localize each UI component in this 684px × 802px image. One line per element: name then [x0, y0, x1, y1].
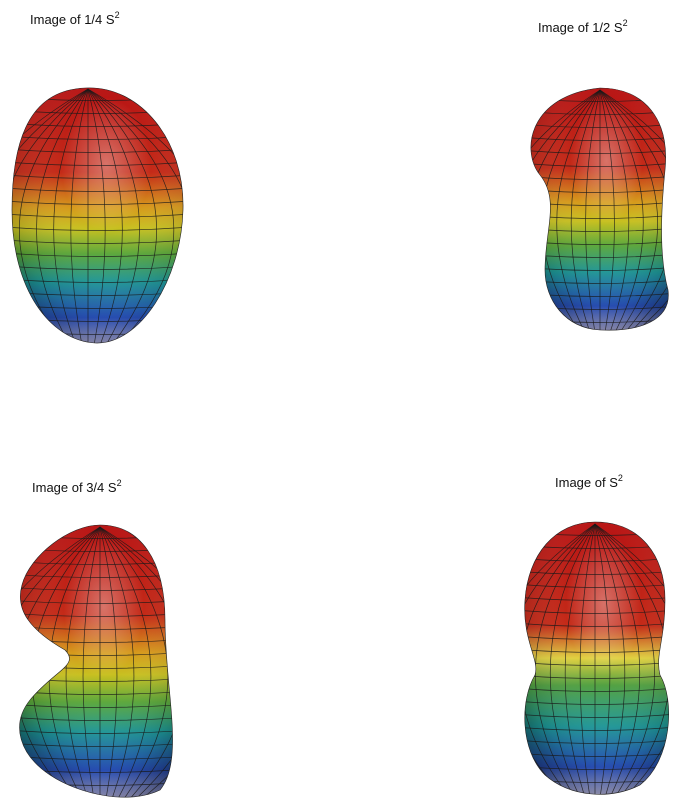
mesh-line — [585, 89, 601, 331]
mesh-line — [599, 89, 669, 331]
mesh-line — [599, 89, 669, 331]
mesh-line — [87, 88, 106, 344]
mesh-line — [594, 523, 669, 795]
mesh-line — [524, 648, 669, 653]
mesh — [524, 523, 669, 795]
mesh-line — [87, 88, 158, 344]
mesh-line — [12, 148, 184, 153]
mesh-line — [53, 88, 89, 344]
mesh-line — [99, 526, 173, 798]
mesh-line — [530, 162, 669, 167]
mesh-line — [524, 635, 669, 640]
mesh-line — [524, 609, 669, 614]
mesh-line — [87, 88, 140, 344]
mesh-line — [19, 703, 173, 708]
mesh-line — [594, 523, 626, 795]
mesh-line — [524, 687, 669, 692]
mesh-line — [99, 526, 118, 798]
mesh-line — [82, 526, 101, 798]
mesh-line — [535, 523, 596, 795]
panel-title: Image of 1/2 S2 — [538, 18, 628, 35]
mesh-line — [524, 523, 596, 795]
mesh-line — [70, 88, 89, 344]
mesh-line — [556, 89, 601, 331]
mesh-line — [12, 200, 184, 205]
mesh-line — [530, 136, 669, 141]
mesh-line — [524, 583, 669, 588]
surface-shade — [530, 88, 669, 331]
panel-title: Image of 1/4 S2 — [30, 10, 120, 27]
mesh-line — [5, 344, 190, 348]
panel-title: Image of 3/4 S2 — [32, 478, 122, 495]
mesh-line — [594, 523, 669, 795]
surface — [524, 521, 669, 795]
mesh-line — [12, 239, 184, 244]
mesh-line — [599, 89, 615, 331]
mesh-line — [18, 88, 89, 344]
mesh-line — [87, 88, 174, 344]
mesh-line — [19, 742, 173, 747]
mesh-line — [12, 213, 184, 218]
mesh-line — [12, 252, 184, 257]
surface-outline — [19, 524, 173, 798]
mesh-line — [99, 526, 135, 798]
surface-outline — [530, 87, 669, 331]
mesh-line — [19, 794, 173, 798]
mesh-line — [524, 523, 596, 795]
surface — [5, 87, 190, 348]
mesh-line — [520, 332, 677, 336]
mesh-line — [599, 89, 630, 331]
panel-title: Image of S2 — [555, 473, 623, 490]
mesh-line — [599, 89, 669, 331]
mesh-line — [19, 526, 101, 798]
mesh-line — [594, 523, 641, 795]
surfaces — [5, 87, 677, 798]
mesh-line — [19, 729, 173, 734]
mesh-line — [524, 570, 669, 575]
mesh-line — [564, 523, 596, 795]
mesh-line — [524, 739, 669, 744]
mesh-line — [99, 526, 173, 798]
mesh-line — [12, 226, 184, 231]
surface-shade — [524, 522, 669, 795]
mesh-line — [599, 89, 658, 331]
mesh-line — [530, 123, 669, 128]
mesh-line — [579, 523, 596, 795]
mesh-line — [524, 726, 669, 731]
mesh-line — [524, 596, 669, 601]
mesh-line — [12, 88, 89, 344]
surface — [520, 87, 677, 336]
mesh-line — [524, 713, 669, 718]
mesh-line — [594, 523, 611, 795]
mesh-line — [524, 752, 669, 757]
surface-outline — [524, 521, 669, 795]
mesh-line — [99, 526, 173, 798]
mesh-line — [12, 174, 184, 179]
mesh-line — [19, 716, 173, 721]
mesh-line — [549, 523, 596, 795]
mesh-line — [594, 523, 655, 795]
surface-outline — [11, 87, 184, 344]
mesh-line — [524, 700, 669, 705]
surface — [19, 524, 173, 798]
surface-shade — [19, 525, 173, 798]
mesh-line — [570, 89, 601, 331]
mesh-line — [36, 88, 89, 344]
mesh-line — [87, 88, 123, 344]
mesh-line — [99, 526, 152, 798]
mesh-line — [12, 187, 184, 192]
mesh-line — [599, 89, 644, 331]
mesh-line — [524, 622, 669, 627]
